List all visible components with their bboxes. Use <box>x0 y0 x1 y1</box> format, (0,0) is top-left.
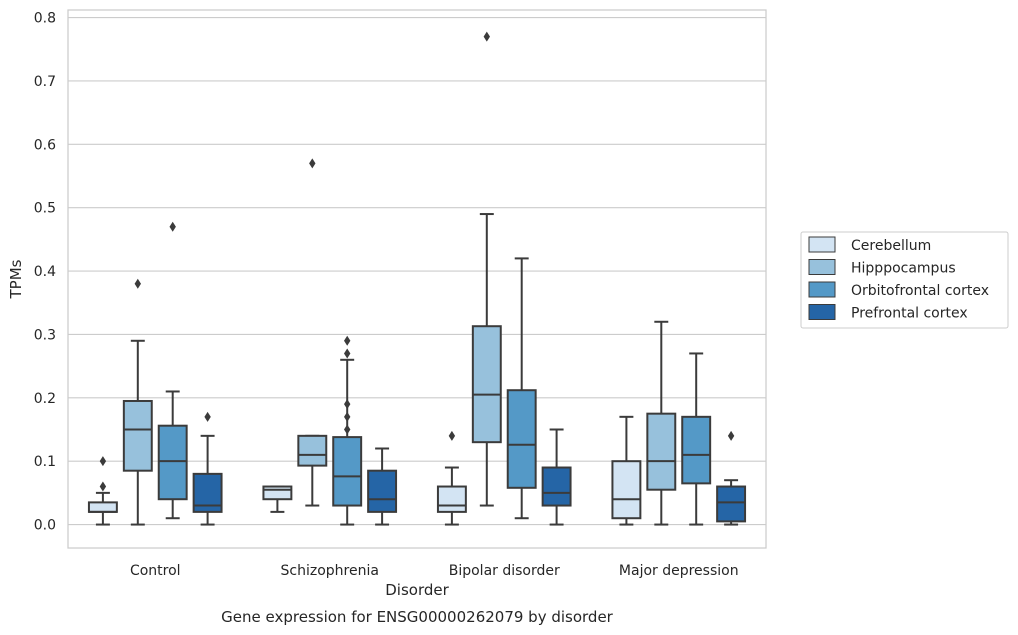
box-hipppocampus <box>297 158 328 507</box>
y-tick-labels: 0.0 0.1 0.2 0.3 0.4 0.5 0.6 0.7 0.8 <box>34 11 56 534</box>
box-orbitofrontal-cortex <box>332 335 363 526</box>
x-axis-label: Disorder <box>385 581 449 599</box>
x-tick-label: Schizophrenia <box>281 563 379 579</box>
y-tick-label: 0.0 <box>34 518 56 534</box>
box-cerebellum <box>87 456 118 526</box>
box-body <box>87 501 118 513</box>
legend-label: Orbitofrontal cortex <box>851 283 989 299</box>
plot-frame <box>67 9 767 549</box>
chart-caption: Gene expression for ENSG00000262079 by d… <box>221 608 614 626</box>
box-orbitofrontal-cortex <box>157 221 188 520</box>
box-body <box>471 325 502 444</box>
box-body <box>297 434 328 467</box>
grid-lines <box>68 17 766 526</box>
outlier-point <box>448 430 456 441</box>
legend-label: Cerebellum <box>851 238 931 254</box>
box-hipppocampus <box>122 278 153 526</box>
box-body <box>436 485 467 513</box>
outlier-point <box>309 158 316 169</box>
outlier-point <box>483 31 490 42</box>
outlier-point <box>99 481 107 492</box>
box-prefrontal-cortex <box>541 428 572 526</box>
box-body <box>157 424 188 501</box>
box-body <box>646 412 677 491</box>
box-prefrontal-cortex <box>367 447 398 526</box>
box-body <box>611 460 642 520</box>
y-axis-label: TPMs <box>7 259 25 299</box>
legend-swatch <box>808 304 836 320</box>
box-hipppocampus <box>471 31 502 507</box>
y-tick-label: 0.2 <box>34 391 56 407</box>
box-cerebellum <box>611 415 642 526</box>
legend-frame <box>800 231 1009 329</box>
box-body <box>332 436 363 507</box>
y-tick-label: 0.6 <box>34 137 56 153</box>
box-body <box>506 389 537 489</box>
y-tick-label: 0.1 <box>34 454 56 470</box>
outlier-point <box>344 335 351 346</box>
y-tick-label: 0.5 <box>34 201 56 217</box>
outlier-point <box>99 456 107 467</box>
legend-label: Hipppocampus <box>851 261 956 277</box>
x-tick-label: Control <box>130 563 181 579</box>
box-body <box>367 469 398 513</box>
legend: Cerebellum Hipppocampus Orbitofrontal cort… <box>800 231 1009 329</box>
box-prefrontal-cortex <box>716 430 747 526</box>
y-tick-label: 0.8 <box>34 11 56 27</box>
outlier-point <box>344 424 351 435</box>
boxes <box>87 31 747 526</box>
box-body <box>681 415 712 485</box>
box-hipppocampus <box>646 320 677 526</box>
legend-swatch <box>808 236 836 253</box>
outlier-point <box>727 430 735 441</box>
box-cerebellum <box>262 485 293 513</box>
x-tick-label: Bipolar disorder <box>449 563 560 579</box>
y-tick-label: 0.3 <box>34 327 56 343</box>
outlier-point <box>169 221 176 232</box>
x-tick-labels: Control Schizophrenia Bipolar disorder Majo… <box>130 563 739 579</box>
legend-swatch <box>808 259 836 275</box>
outlier-point <box>204 411 211 422</box>
box-cerebellum <box>436 430 467 526</box>
outlier-point <box>344 399 351 410</box>
outlier-point <box>344 348 351 359</box>
box-body <box>541 466 572 507</box>
y-tick-label: 0.7 <box>34 74 56 90</box>
y-tick-label: 0.4 <box>34 264 56 280</box>
outlier-point <box>344 411 351 422</box>
box-prefrontal-cortex <box>192 411 223 526</box>
box-orbitofrontal-cortex <box>506 257 537 520</box>
box-body <box>262 485 293 501</box>
box-body <box>122 399 153 472</box>
legend-label: Prefrontal cortex <box>851 306 968 322</box>
x-tick-label: Major depression <box>619 563 739 579</box>
box-body <box>716 485 747 523</box>
outlier-point <box>134 278 141 289</box>
legend-swatch <box>808 281 836 298</box>
box-orbitofrontal-cortex <box>681 352 712 526</box>
